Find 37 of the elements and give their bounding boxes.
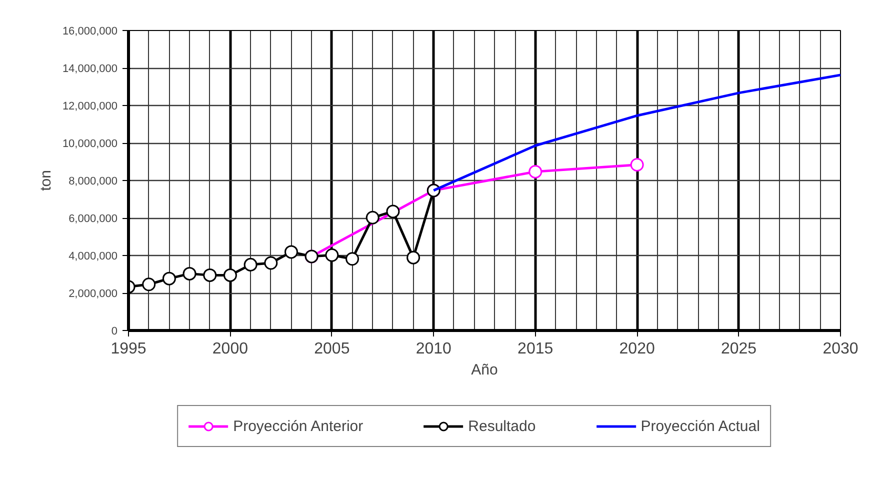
point (264, 256, 278, 270)
y-tick-label: 12,000,000 (62, 100, 118, 112)
x-tick-label: 1995 (110, 340, 146, 358)
x-axis-title: Año (471, 362, 498, 378)
point (528, 164, 542, 178)
point (630, 158, 644, 172)
x-tick-label: 2025 (720, 340, 757, 358)
x-tick-label: 2005 (314, 340, 350, 358)
y-tick-label: 0 (111, 326, 118, 338)
y-axis-title: ton (37, 170, 54, 191)
point (284, 245, 298, 259)
y-tick-label: 8,000,000 (68, 176, 118, 188)
y-tick-label: 2,000,000 (68, 288, 118, 300)
point (244, 258, 258, 272)
legend-label: Resultado (468, 418, 536, 434)
y-tick-label: 4,000,000 (68, 250, 118, 262)
x-tick-label: 2020 (619, 340, 655, 358)
point (346, 252, 360, 266)
point (406, 250, 420, 264)
point (162, 272, 176, 286)
y-tick-label: 14,000,000 (62, 63, 118, 75)
point (223, 268, 237, 282)
point (182, 266, 196, 280)
point (386, 204, 400, 218)
x-tick-label: 2010 (416, 340, 452, 358)
x-tick-label: 2000 (212, 340, 248, 358)
x-tick-label: 2015 (518, 340, 554, 358)
point (325, 248, 339, 262)
point (203, 268, 217, 282)
legend-label: Proyección Actual (640, 418, 760, 434)
y-tick-label: 6,000,000 (68, 213, 118, 225)
point (142, 278, 156, 292)
y-tick-label: 10,000,000 (62, 138, 118, 150)
point (366, 210, 380, 224)
legend-label: Proyección Anterior (233, 418, 364, 434)
y-tick-label: 16,000,000 (62, 26, 118, 38)
x-tick-label: 2030 (822, 340, 858, 358)
